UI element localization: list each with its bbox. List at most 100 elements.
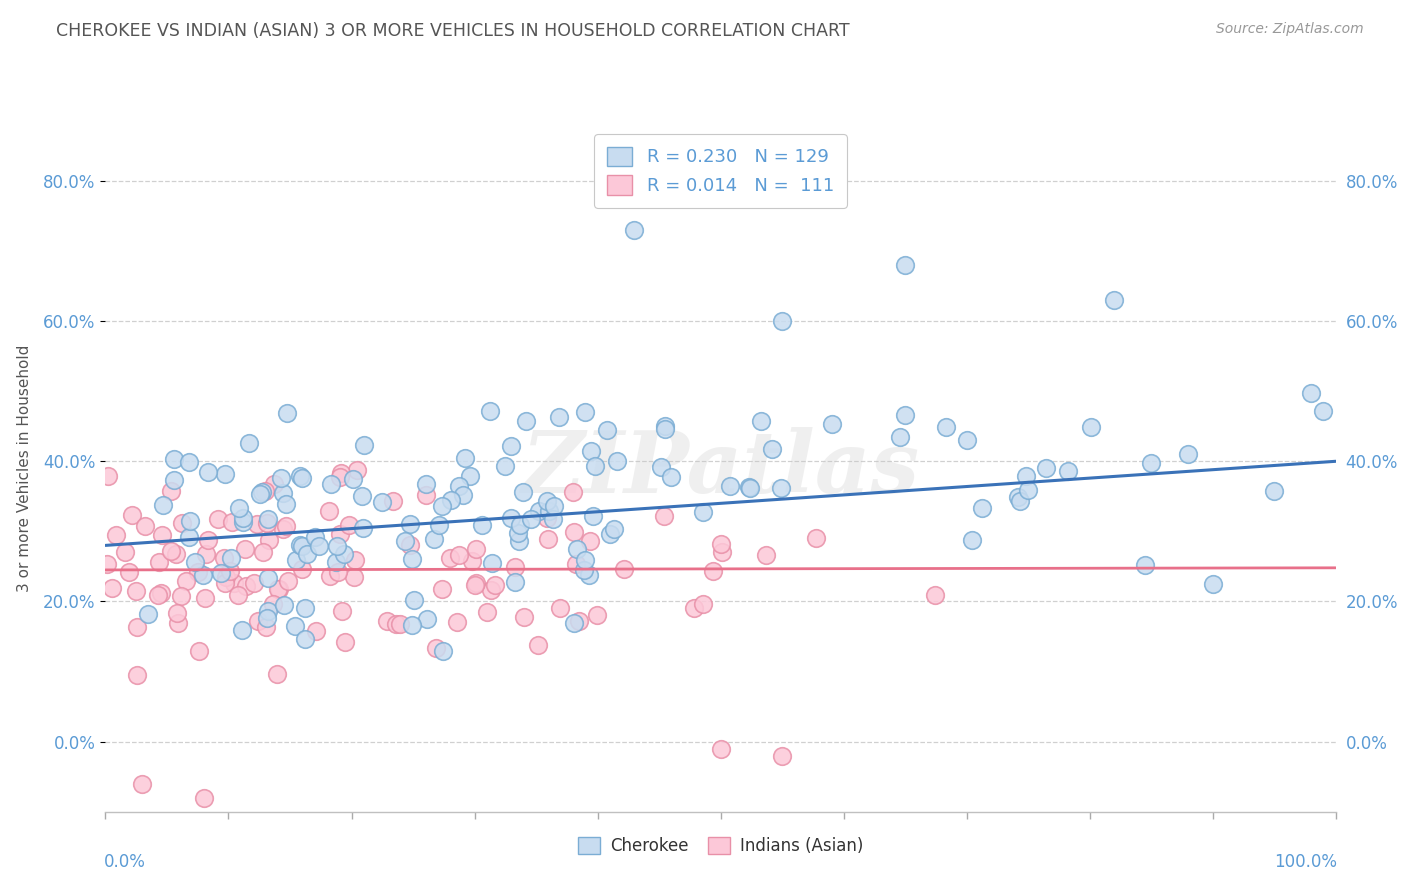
Point bbox=[127, 620, 149, 634]
Point bbox=[226, 588, 249, 602]
Text: 0.0%: 0.0% bbox=[104, 853, 146, 871]
Point bbox=[193, 568, 215, 582]
Point bbox=[232, 515, 254, 529]
Point bbox=[134, 519, 156, 533]
Point bbox=[353, 438, 375, 452]
Point bbox=[508, 533, 530, 548]
Point bbox=[170, 516, 193, 530]
Point bbox=[163, 452, 186, 467]
Point bbox=[579, 444, 602, 458]
Point bbox=[1057, 464, 1080, 478]
Point bbox=[702, 565, 724, 579]
Point bbox=[453, 488, 475, 502]
Point bbox=[174, 574, 197, 588]
Point bbox=[219, 564, 242, 578]
Point bbox=[304, 530, 326, 544]
Point bbox=[461, 554, 484, 568]
Point bbox=[342, 471, 364, 485]
Point bbox=[548, 409, 571, 424]
Point bbox=[538, 504, 561, 518]
Point bbox=[290, 471, 312, 485]
Point bbox=[479, 404, 502, 418]
Point bbox=[267, 582, 290, 596]
Point bbox=[238, 435, 260, 450]
Point bbox=[148, 555, 170, 569]
Point bbox=[415, 488, 437, 502]
Point bbox=[329, 470, 352, 484]
Point bbox=[499, 439, 522, 453]
Point bbox=[603, 522, 626, 536]
Point bbox=[568, 614, 591, 628]
Point bbox=[222, 575, 245, 590]
Point bbox=[562, 525, 585, 540]
Point bbox=[565, 557, 588, 571]
Point bbox=[956, 433, 979, 447]
Point bbox=[215, 569, 238, 583]
Point bbox=[449, 479, 471, 493]
Point bbox=[440, 493, 463, 508]
Point bbox=[389, 616, 412, 631]
Point bbox=[125, 583, 148, 598]
Point bbox=[394, 533, 416, 548]
Point bbox=[972, 501, 994, 516]
Point bbox=[579, 533, 602, 548]
Point bbox=[131, 777, 153, 791]
Point bbox=[574, 405, 596, 419]
Point bbox=[749, 414, 772, 428]
Point bbox=[613, 562, 636, 576]
Point bbox=[536, 510, 558, 524]
Point bbox=[578, 568, 600, 582]
Point bbox=[1177, 447, 1199, 461]
Point bbox=[683, 600, 706, 615]
Point bbox=[233, 541, 256, 556]
Point bbox=[177, 455, 200, 469]
Point bbox=[321, 477, 343, 491]
Point bbox=[710, 537, 733, 551]
Point bbox=[114, 545, 136, 559]
Point bbox=[513, 610, 536, 624]
Point bbox=[276, 497, 298, 511]
Point bbox=[291, 539, 314, 553]
Point bbox=[188, 644, 211, 658]
Point bbox=[271, 522, 294, 536]
Point bbox=[325, 555, 347, 569]
Point bbox=[160, 483, 183, 498]
Point bbox=[117, 566, 139, 580]
Point bbox=[398, 538, 420, 552]
Point bbox=[125, 668, 148, 682]
Point bbox=[326, 566, 349, 580]
Point bbox=[550, 601, 572, 615]
Point bbox=[505, 559, 527, 574]
Point bbox=[541, 512, 564, 526]
Point bbox=[1017, 483, 1039, 497]
Point bbox=[536, 532, 558, 546]
Point bbox=[187, 565, 209, 579]
Point bbox=[454, 450, 477, 465]
Point bbox=[384, 617, 406, 632]
Point bbox=[219, 551, 242, 566]
Point bbox=[209, 566, 232, 580]
Point bbox=[889, 430, 911, 444]
Point bbox=[718, 479, 741, 493]
Point bbox=[562, 484, 585, 499]
Point bbox=[471, 518, 494, 533]
Point bbox=[585, 608, 607, 623]
Point bbox=[924, 588, 946, 602]
Point bbox=[253, 484, 276, 499]
Point bbox=[273, 598, 295, 612]
Point bbox=[288, 538, 311, 552]
Point bbox=[326, 539, 349, 553]
Point bbox=[481, 557, 503, 571]
Point bbox=[263, 477, 285, 491]
Point bbox=[770, 314, 793, 328]
Point bbox=[425, 641, 447, 656]
Point bbox=[170, 589, 193, 603]
Point bbox=[572, 563, 595, 577]
Point bbox=[536, 493, 558, 508]
Point bbox=[935, 420, 957, 434]
Point bbox=[152, 498, 174, 512]
Point bbox=[399, 516, 422, 531]
Point bbox=[562, 616, 585, 631]
Point bbox=[184, 555, 207, 569]
Point bbox=[821, 417, 844, 432]
